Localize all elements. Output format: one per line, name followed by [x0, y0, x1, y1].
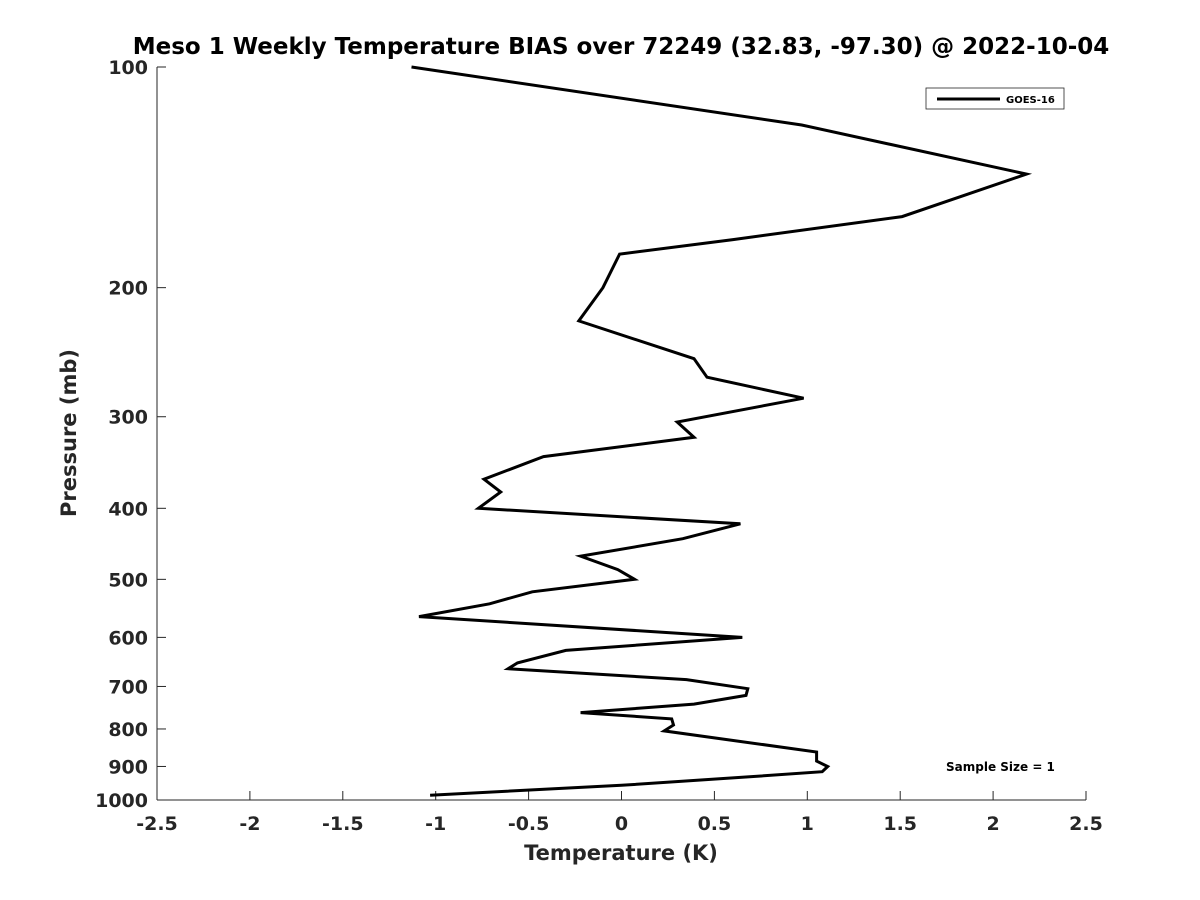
x-tick-label: -2: [239, 813, 260, 835]
x-tick-label: -1: [425, 813, 446, 835]
y-tick-label: 800: [108, 719, 148, 741]
y-tick-label: 400: [108, 498, 148, 520]
plot-area: -2.5 -2 -1.5 -1 -0.5 0 0.5 1 1.5 2 2.5 100 200 300 40…: [95, 57, 1103, 835]
x-tick-label: 0: [615, 813, 628, 835]
x-axis-label: Temperature (K): [524, 841, 718, 865]
y-axis-ticks: 100 200 300 400 500 600 700 800 900 1000: [95, 57, 166, 812]
x-tick-label: 2: [986, 813, 999, 835]
x-tick-label: 2.5: [1069, 813, 1103, 835]
sample-size-annotation: Sample Size = 1: [946, 760, 1055, 774]
series-line-goes-16: [411, 65, 1033, 797]
y-tick-label: 100: [108, 57, 148, 79]
y-tick-label: 700: [108, 676, 148, 698]
y-tick-label: 200: [108, 278, 148, 300]
y-tick-label: 500: [108, 569, 148, 591]
x-tick-label: -1.5: [322, 813, 364, 835]
y-tick-label: 900: [108, 756, 148, 778]
x-tick-label: 1: [801, 813, 814, 835]
y-axis-label: Pressure (mb): [57, 349, 81, 517]
x-axis-ticks: -2.5 -2 -1.5 -1 -0.5 0 0.5 1 1.5 2 2.5: [136, 791, 1103, 835]
x-tick-label: 0.5: [698, 813, 732, 835]
x-tick-label: -0.5: [508, 813, 550, 835]
y-tick-label: 600: [108, 627, 148, 649]
x-tick-label: -2.5: [136, 813, 178, 835]
y-tick-label: 300: [108, 407, 148, 429]
y-tick-label: 1000: [95, 790, 148, 812]
legend: GOES-16: [925, 87, 1065, 110]
chart-title: Meso 1 Weekly Temperature BIAS over 7224…: [133, 34, 1110, 60]
x-tick-label: 1.5: [883, 813, 917, 835]
legend-label-goes-16: GOES-16: [1006, 95, 1055, 106]
series-layer: [411, 65, 1033, 797]
